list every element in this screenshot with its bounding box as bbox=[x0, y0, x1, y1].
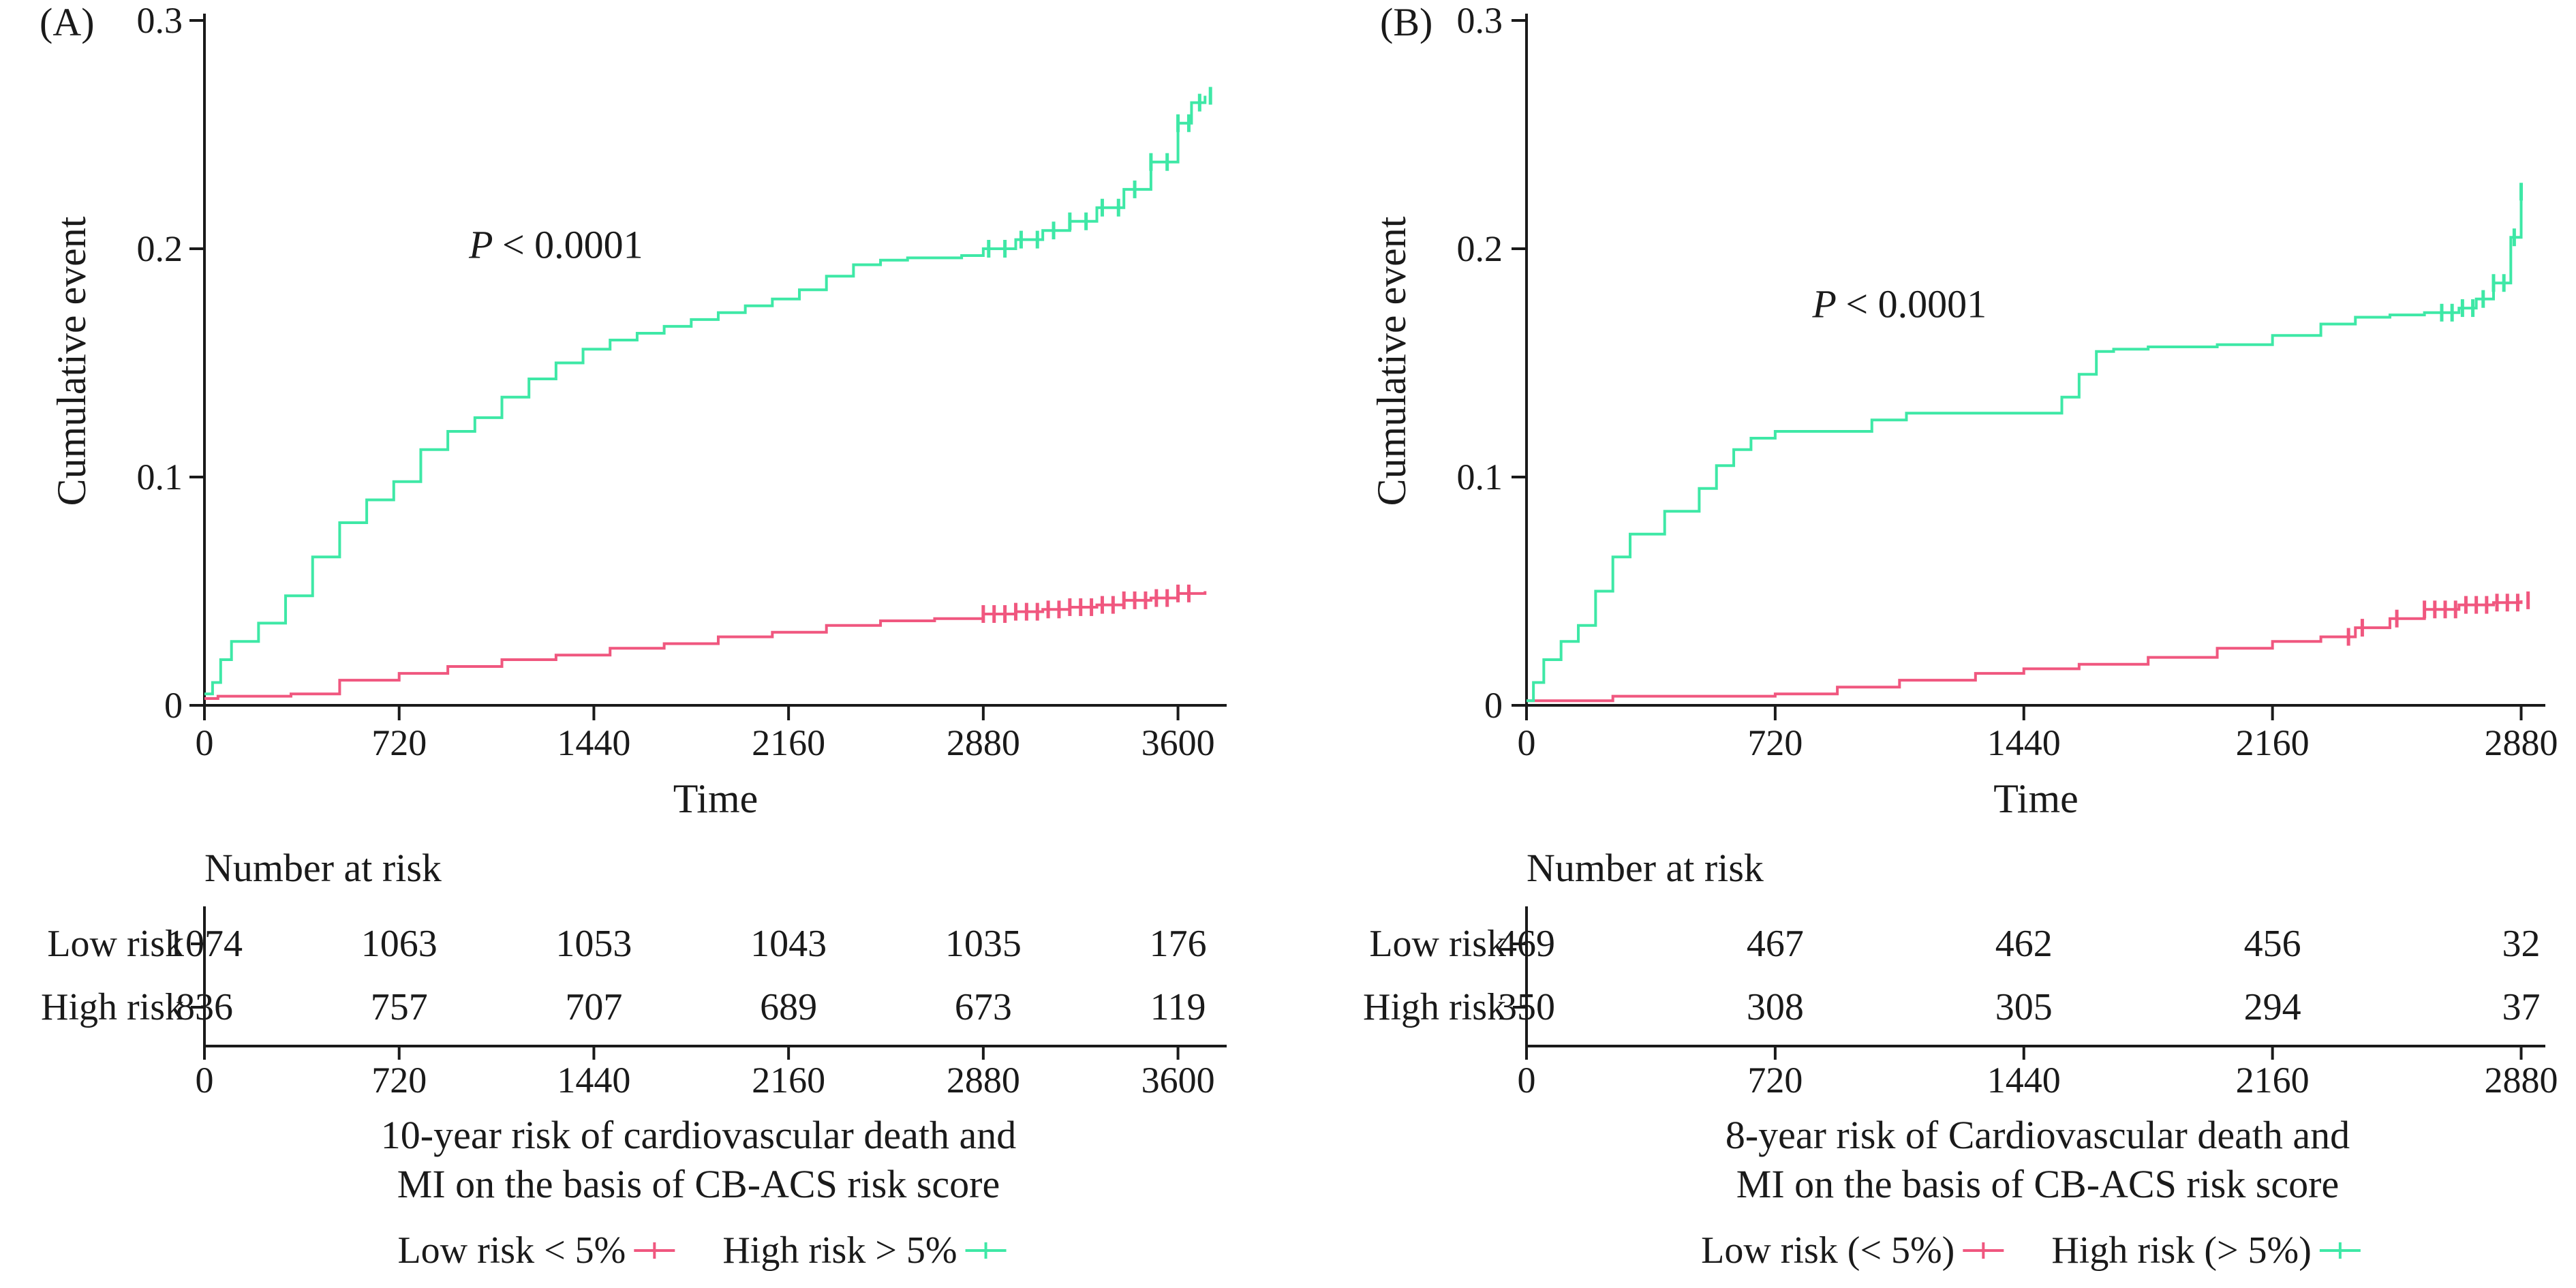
risk-cell-low: 1053 bbox=[555, 923, 632, 965]
y-tick-label: 0.2 bbox=[137, 228, 183, 269]
series-line-low bbox=[204, 591, 1207, 700]
risk-cell-low: 1035 bbox=[945, 923, 1022, 965]
x-tick-label: 2880 bbox=[2485, 722, 2558, 763]
panel-a: (A) 0 0.1 0.2 0.3 0 720 1440 2160 2880 3600 Cumulat… bbox=[40, 0, 1227, 1272]
risk-table-x-tick-label: 2880 bbox=[2485, 1060, 2558, 1101]
risk-table-x-tick-label: 720 bbox=[1747, 1060, 1803, 1101]
risk-table-x-tick-label: 0 bbox=[1518, 1060, 1536, 1101]
x-tick-label: 1440 bbox=[557, 722, 630, 763]
risk-cell-low: 176 bbox=[1150, 923, 1207, 965]
risk-cell-high: 305 bbox=[1995, 986, 2053, 1028]
x-tick-label: 2880 bbox=[947, 722, 1020, 763]
risk-cell-high: 757 bbox=[371, 986, 428, 1028]
risk-table-title: Number at risk bbox=[204, 846, 442, 890]
risk-row-label: High risk bbox=[1363, 986, 1506, 1028]
series-line-low bbox=[1527, 600, 2523, 703]
risk-cell-high: 707 bbox=[565, 986, 622, 1028]
x-tick-label: 720 bbox=[371, 722, 427, 763]
legend-label-low: Low risk < 5% bbox=[397, 1229, 626, 1272]
x-axis-title: Time bbox=[1993, 776, 2079, 821]
x-tick-label: 2160 bbox=[2236, 722, 2310, 763]
risk-cell-high: 673 bbox=[955, 986, 1012, 1028]
legend-label-high: High risk > 5% bbox=[722, 1229, 957, 1272]
risk-table-x-tick-label: 3600 bbox=[1141, 1060, 1215, 1101]
risk-cell-low: 456 bbox=[2244, 923, 2301, 965]
risk-table-x-tick-label: 2160 bbox=[2236, 1060, 2310, 1101]
risk-table-x-tick-label: 0 bbox=[196, 1060, 214, 1101]
panel-caption: MI on the basis of CB-ACS risk score bbox=[397, 1162, 1000, 1206]
x-tick-label: 0 bbox=[196, 722, 214, 763]
y-tick-label: 0.1 bbox=[1457, 457, 1503, 497]
risk-cell-low: 469 bbox=[1498, 923, 1555, 965]
y-axis-title: Cumulative event bbox=[1369, 216, 1414, 506]
y-tick-label: 0.3 bbox=[137, 0, 183, 41]
series-line-high bbox=[204, 95, 1207, 696]
x-tick-label: 0 bbox=[1518, 722, 1536, 763]
risk-table-x-tick-label: 2880 bbox=[947, 1060, 1020, 1101]
risk-table-x-tick-label: 720 bbox=[371, 1060, 427, 1101]
risk-cell-low: 1063 bbox=[361, 923, 438, 965]
p-value-annotation: P < 0.0001 bbox=[1812, 282, 1987, 326]
risk-cell-low: 467 bbox=[1747, 923, 1804, 965]
legend: Low risk < 5% High risk > 5% bbox=[397, 1229, 1007, 1272]
risk-table-title: Number at risk bbox=[1527, 846, 1764, 890]
x-tick-label: 1440 bbox=[1987, 722, 2061, 763]
risk-table-x-tick-label: 2160 bbox=[752, 1060, 825, 1101]
panel-label: (A) bbox=[40, 0, 95, 44]
risk-cell-high: 308 bbox=[1747, 986, 1804, 1028]
x-axis-title: Time bbox=[673, 776, 758, 821]
risk-row-label: High risk bbox=[41, 986, 184, 1028]
risk-cell-high: 689 bbox=[760, 986, 817, 1028]
risk-cell-high: 836 bbox=[176, 986, 233, 1028]
legend-label-low: Low risk (< 5%) bbox=[1701, 1229, 1954, 1272]
legend-label-high: High risk (> 5%) bbox=[2051, 1229, 2312, 1272]
risk-table-x-tick-label: 1440 bbox=[557, 1060, 630, 1101]
x-tick-label: 3600 bbox=[1141, 722, 1215, 763]
panel-caption: 10-year risk of cardiovascular death and bbox=[381, 1113, 1016, 1157]
risk-row-label: Low risk bbox=[47, 923, 184, 965]
risk-cell-low: 462 bbox=[1995, 923, 2053, 965]
risk-cell-high: 294 bbox=[2244, 986, 2301, 1028]
panel-caption: MI on the basis of CB-ACS risk score bbox=[1736, 1162, 2339, 1206]
panel-caption: 8-year risk of Cardiovascular death and bbox=[1726, 1113, 2350, 1157]
y-tick-label: 0.2 bbox=[1457, 228, 1503, 269]
risk-cell-high: 350 bbox=[1498, 986, 1555, 1028]
risk-cell-low: 1074 bbox=[166, 923, 243, 965]
y-axis-title: Cumulative event bbox=[49, 216, 94, 506]
y-tick-label: 0 bbox=[1484, 685, 1503, 726]
risk-cell-high: 37 bbox=[2502, 986, 2541, 1028]
x-tick-label: 720 bbox=[1747, 722, 1803, 763]
p-value-annotation: P < 0.0001 bbox=[468, 222, 643, 266]
risk-cell-low: 1043 bbox=[750, 923, 827, 965]
y-tick-label: 0.1 bbox=[137, 457, 183, 497]
panel-label: (B) bbox=[1380, 0, 1432, 44]
risk-row-label: Low risk bbox=[1369, 923, 1506, 965]
risk-cell-low: 32 bbox=[2502, 923, 2541, 965]
y-tick-label: 0.3 bbox=[1457, 0, 1503, 41]
risk-cell-high: 119 bbox=[1150, 986, 1206, 1028]
legend: Low risk (< 5%) High risk (> 5%) bbox=[1701, 1229, 2361, 1272]
risk-table-x-tick-label: 1440 bbox=[1987, 1060, 2061, 1101]
panel-b: (B) 0 0.1 0.2 0.3 0 720 1440 2160 2880 Cumulative … bbox=[1363, 0, 2558, 1272]
x-tick-label: 2160 bbox=[752, 722, 825, 763]
y-tick-label: 0 bbox=[164, 685, 183, 726]
series-line-high bbox=[1527, 191, 2523, 703]
